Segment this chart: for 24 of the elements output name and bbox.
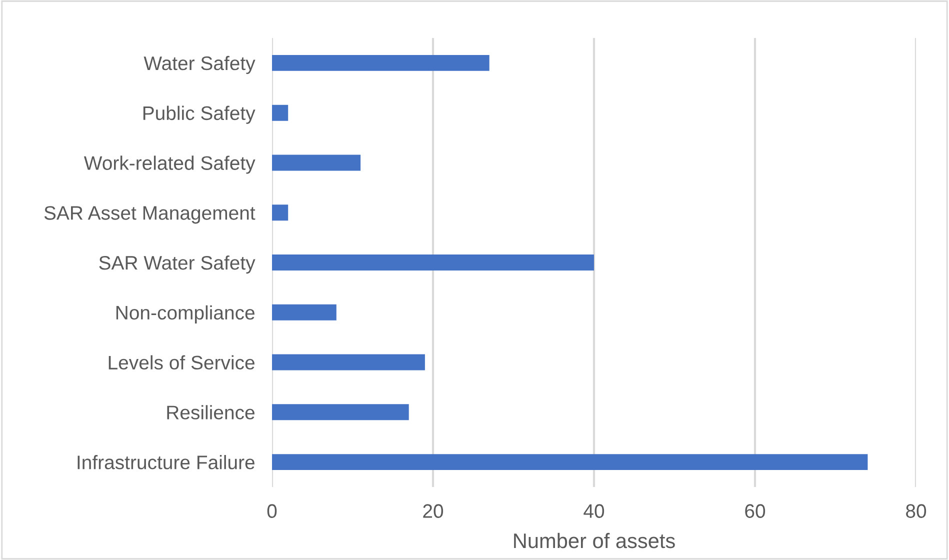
x-tick-label: 0 <box>267 504 277 518</box>
bar <box>272 404 409 420</box>
y-tick-label: Resilience <box>167 405 254 420</box>
y-tick-label: Public Safety <box>143 106 256 124</box>
y-tick-label: Work-related Safety <box>84 156 256 174</box>
x-tick-label: 20 <box>423 504 444 518</box>
y-tick-label: SAR Water Safety <box>99 255 256 274</box>
bar <box>272 54 490 71</box>
bar <box>272 454 868 470</box>
bar <box>272 304 336 320</box>
bar <box>272 154 361 171</box>
bar <box>272 204 288 221</box>
y-tick-label: Infrastructure Failure <box>78 455 254 470</box>
x-axis-title: Number of assets <box>514 532 675 548</box>
y-tick-label: Levels of Service <box>108 355 254 370</box>
bar <box>272 254 594 270</box>
y-tick-label: Non-compliance <box>116 305 254 324</box>
x-tick-label: 80 <box>906 504 926 518</box>
y-tick-label: SAR Asset Management <box>44 206 256 224</box>
bar <box>272 354 425 370</box>
x-tick-label: 40 <box>584 504 604 518</box>
y-tick-label: Water Safety <box>144 56 256 74</box>
bar <box>272 104 288 121</box>
x-tick-label: 60 <box>745 504 766 518</box>
